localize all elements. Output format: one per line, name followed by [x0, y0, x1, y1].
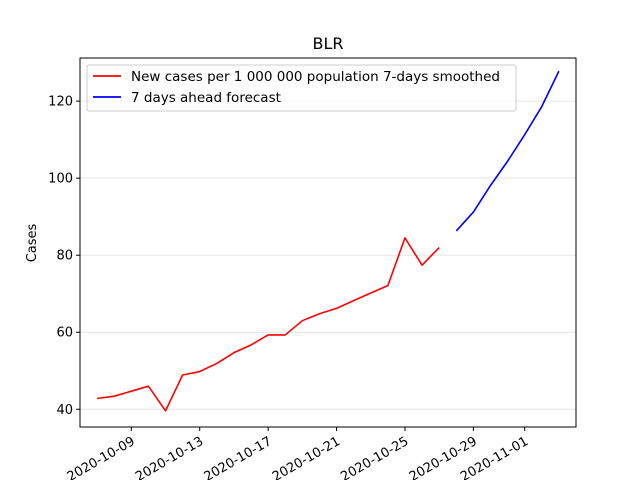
x-tick-label: 2020-10-09: [65, 434, 138, 480]
y-tick-label: 100: [48, 172, 73, 187]
y-tick-label: 60: [56, 326, 73, 341]
y-axis-ticks: 40 60 80 100 120: [48, 95, 80, 418]
series-line-0: [96, 237, 440, 412]
y-tick-label: 80: [56, 249, 73, 264]
x-tick-label: 2020-10-25: [338, 434, 411, 480]
grid-lines: [80, 100, 576, 410]
plot-area-frame: [79, 57, 577, 428]
legend-label-forecast: 7 days ahead forecast: [131, 90, 281, 106]
x-axis-ticks: 2020-10-092020-10-132020-10-172020-10-21…: [65, 427, 531, 480]
legend-label-cases: New cases per 1 000 000 population 7-day…: [131, 69, 500, 85]
y-tick-label: 40: [56, 403, 73, 418]
series-line-1: [455, 70, 560, 232]
series-lines: [96, 70, 560, 412]
chart-title: BLR: [312, 34, 343, 53]
x-tick-label: 2020-10-13: [133, 434, 206, 480]
x-tick-label: 2020-10-21: [270, 434, 343, 480]
x-tick-label: 2020-10-17: [202, 434, 275, 480]
legend-box: [86, 64, 517, 112]
legend: New cases per 1 000 000 population 7-day…: [86, 64, 517, 112]
y-tick-label: 120: [48, 95, 73, 110]
y-axis-label: Cases: [25, 223, 40, 262]
